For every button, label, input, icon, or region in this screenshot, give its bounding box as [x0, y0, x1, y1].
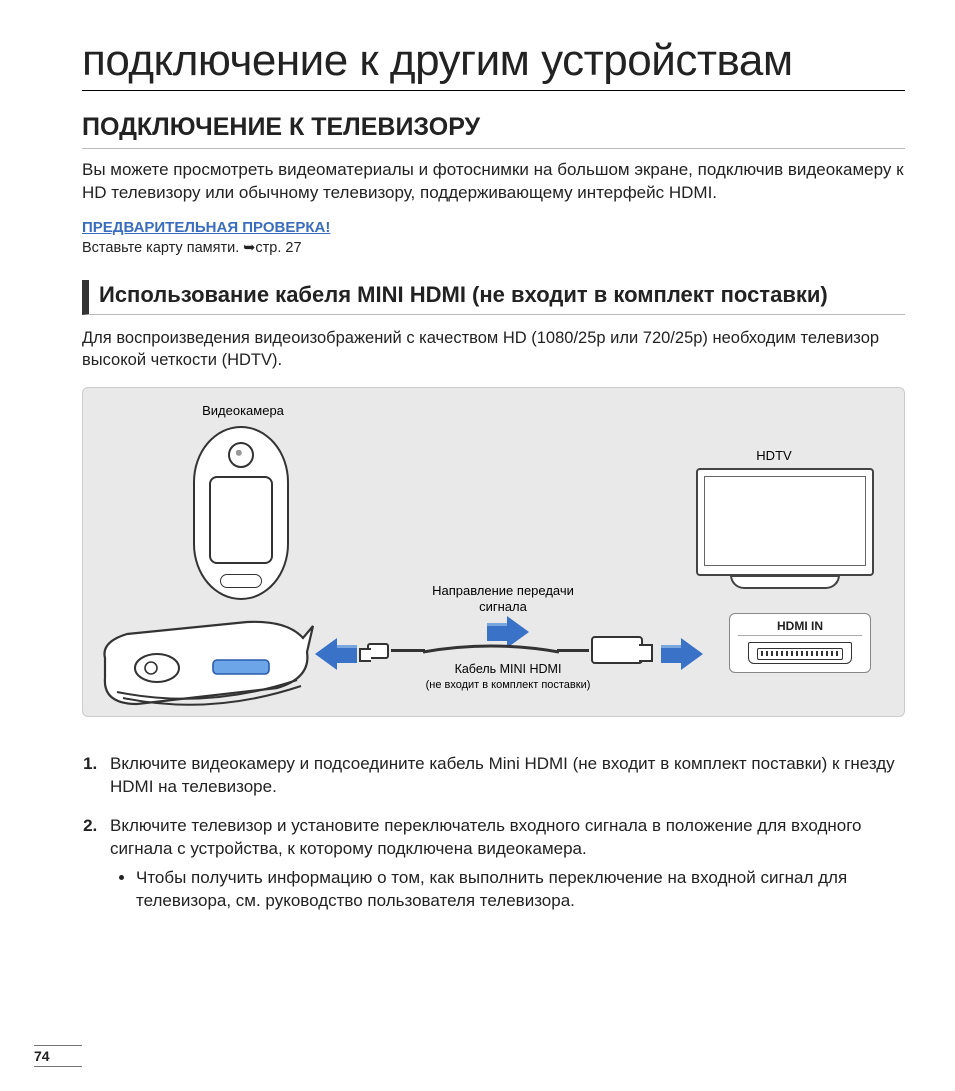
- subsection-intro: Для воспроизведения видеоизображений с к…: [82, 327, 905, 372]
- step-text: Включите видеокамеру и подсоедините кабе…: [110, 754, 895, 796]
- connection-diagram: Видеокамера HDTV Направление передачи си…: [82, 387, 905, 717]
- step-text: Включите телевизор и установите переключ…: [110, 816, 862, 858]
- steps-list: Включите видеокамеру и подсоедините кабе…: [82, 753, 905, 913]
- page-number: 74: [34, 1045, 82, 1067]
- step-sub-item: Чтобы получить информацию о том, как вып…: [136, 867, 905, 913]
- precheck-text: Вставьте карту памяти. ➥стр. 27: [82, 240, 905, 256]
- hdmi-port-icon: [748, 642, 852, 664]
- camcorder-icon: [193, 426, 289, 600]
- cable-label: Кабель MINI HDMI (не входит в комплект п…: [413, 662, 603, 692]
- subsection-heading: Использование кабеля MINI HDMI (не входи…: [82, 280, 905, 315]
- camcorder-label: Видеокамера: [183, 403, 303, 418]
- mini-hdmi-connector-icon: [367, 643, 389, 659]
- cable-wire-icon: [557, 649, 589, 652]
- hdmi-in-label: HDMI IN: [738, 619, 862, 636]
- hdtv-icon: [696, 468, 874, 608]
- arrow-right-icon: [661, 638, 703, 670]
- hdmi-in-box: HDMI IN: [729, 613, 871, 673]
- arrow-left-icon: [315, 638, 357, 670]
- intro-paragraph: Вы можете просмотреть видеоматериалы и ф…: [82, 159, 905, 205]
- signal-direction-label: Направление передачи сигнала: [428, 583, 578, 614]
- camcorder-dock-icon: [97, 618, 327, 708]
- precheck-link[interactable]: ПРЕДВАРИТЕЛЬНАЯ ПРОВЕРКА!: [82, 219, 330, 236]
- step-item: Включите телевизор и установите переключ…: [102, 815, 905, 913]
- section-heading: ПОДКЛЮЧЕНИЕ К ТЕЛЕВИЗОРУ: [82, 113, 905, 149]
- step-sublist: Чтобы получить информацию о том, как вып…: [110, 867, 905, 913]
- step-item: Включите видеокамеру и подсоедините кабе…: [102, 753, 905, 799]
- cable-curve-icon: [423, 644, 559, 664]
- hdtv-label: HDTV: [734, 448, 814, 463]
- hdmi-connector-icon: [591, 636, 643, 664]
- page-title: подключение к другим устройствам: [82, 36, 905, 91]
- cable-wire-icon: [391, 649, 425, 652]
